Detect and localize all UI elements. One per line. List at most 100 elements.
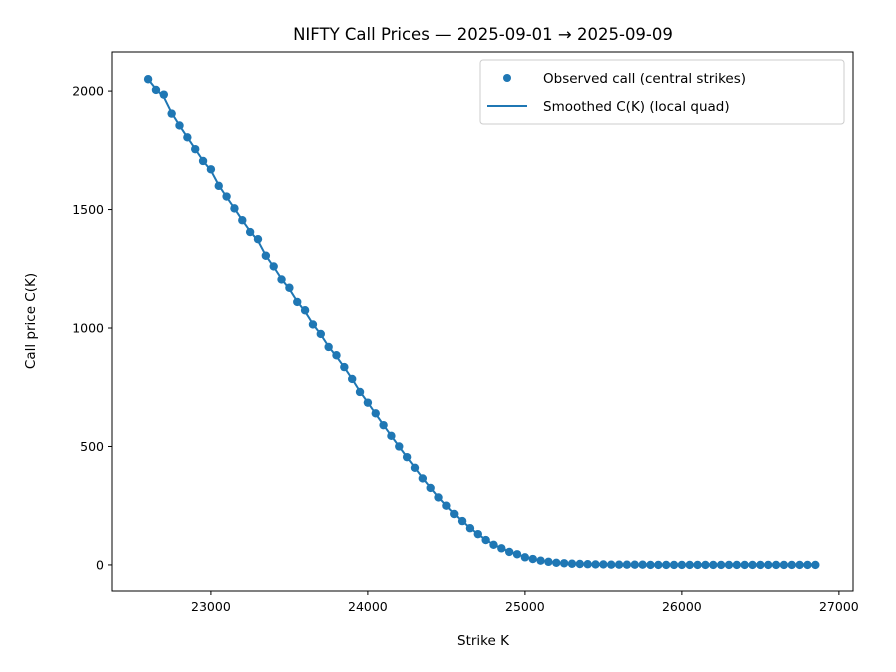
scatter-point bbox=[332, 351, 341, 360]
scatter-point bbox=[591, 560, 600, 569]
scatter-point bbox=[544, 557, 553, 567]
scatter-point bbox=[363, 398, 373, 407]
scatter-point bbox=[167, 109, 176, 118]
scatter-point bbox=[230, 204, 239, 213]
scatter-point bbox=[740, 560, 749, 570]
plot-area bbox=[143, 75, 820, 570]
legend-box bbox=[479, 59, 845, 125]
scatter-point bbox=[622, 560, 632, 569]
scatter-point bbox=[426, 483, 435, 493]
scatter-point bbox=[803, 560, 812, 570]
scatter-point bbox=[646, 560, 655, 570]
legend-marker-observed bbox=[503, 74, 511, 82]
scatter-point bbox=[748, 560, 757, 570]
scatter-point bbox=[261, 251, 271, 260]
scatter-point bbox=[465, 524, 475, 533]
scatter-point bbox=[253, 234, 263, 244]
scatter-point bbox=[308, 320, 318, 329]
scatter-point bbox=[191, 144, 200, 154]
scatter-point bbox=[512, 550, 522, 559]
scatter-point bbox=[607, 560, 616, 569]
axis-ticks: 23000 24000 25000 26000 27000 0 500 1000 1500 200… bbox=[72, 84, 859, 614]
scatter-point bbox=[764, 560, 773, 570]
y-tick-label: 500 bbox=[80, 439, 104, 454]
scatter-point bbox=[787, 560, 796, 570]
scatter-point bbox=[528, 554, 537, 564]
scatter-point bbox=[198, 156, 208, 166]
x-axis-label: Strike K bbox=[457, 633, 510, 649]
scatter-point bbox=[614, 560, 624, 569]
x-tick-label: 27000 bbox=[819, 599, 859, 614]
scatter-point bbox=[206, 165, 216, 174]
scatter-point bbox=[630, 560, 639, 569]
scatter-point bbox=[473, 529, 482, 539]
scatter-point bbox=[552, 558, 561, 568]
scatter-point bbox=[371, 409, 380, 418]
scatter-point bbox=[756, 560, 765, 570]
scatter-point bbox=[300, 306, 310, 315]
y-tick-label: 1500 bbox=[72, 202, 104, 217]
scatter-point bbox=[143, 75, 153, 84]
scatter-point bbox=[732, 560, 742, 570]
scatter-point bbox=[442, 501, 451, 510]
scatter-point bbox=[677, 560, 687, 570]
scatter-point bbox=[716, 560, 726, 570]
plot-frame bbox=[111, 51, 854, 592]
scatter-point bbox=[583, 560, 592, 569]
scatter-point bbox=[387, 431, 396, 441]
scatter-point bbox=[402, 452, 412, 462]
y-tick-label: 0 bbox=[96, 557, 104, 572]
scatter-point bbox=[457, 516, 467, 526]
scatter-point bbox=[324, 342, 333, 352]
x-tick-label: 26000 bbox=[662, 599, 702, 614]
scatter-point bbox=[183, 133, 192, 142]
scatter-point bbox=[269, 262, 278, 271]
x-tick-label: 24000 bbox=[348, 599, 388, 614]
scatter-point bbox=[693, 560, 702, 570]
scatter-point bbox=[293, 297, 302, 307]
scatter-point bbox=[379, 420, 388, 430]
scatter-point bbox=[489, 540, 498, 549]
scatter-point bbox=[285, 283, 294, 292]
scatter-point bbox=[709, 560, 718, 570]
y-tick-label: 2000 bbox=[72, 84, 104, 99]
scatter-point bbox=[355, 387, 365, 397]
scatter-point bbox=[245, 227, 255, 237]
y-tick-label: 1000 bbox=[72, 321, 104, 336]
legend-label-smoothed: Smoothed C(K) (local quad) bbox=[543, 99, 730, 115]
legend: Observed call (central strikes) Smoothed… bbox=[479, 59, 845, 125]
scatter-point bbox=[410, 463, 420, 472]
legend-label-observed: Observed call (central strikes) bbox=[543, 71, 746, 87]
scatter-point bbox=[348, 374, 357, 384]
scatter-point bbox=[669, 560, 679, 570]
scatter-point bbox=[567, 559, 577, 568]
scatter-point bbox=[481, 535, 490, 545]
scatter-point bbox=[504, 547, 514, 557]
x-tick-label: 23000 bbox=[191, 599, 231, 614]
scatter-point bbox=[599, 560, 608, 569]
chart-title: NIFTY Call Prices — 2025-09-01 → 2025-09… bbox=[293, 25, 673, 44]
scatter-point bbox=[779, 560, 789, 570]
scatter-point bbox=[536, 556, 545, 565]
scatter-point bbox=[450, 509, 459, 519]
scatter-point bbox=[151, 85, 161, 95]
scatter-point bbox=[316, 329, 325, 339]
scatter-point bbox=[638, 560, 647, 569]
scatter-point bbox=[395, 442, 404, 451]
scatter-point bbox=[175, 121, 184, 130]
scatter-point bbox=[418, 474, 428, 483]
scatter-point bbox=[771, 560, 781, 570]
scatter-point bbox=[795, 560, 804, 570]
scatter-point bbox=[559, 559, 569, 568]
scatter-point bbox=[661, 560, 671, 570]
scatter-point bbox=[575, 559, 585, 569]
scatter-point bbox=[277, 275, 286, 284]
scatter-point bbox=[497, 544, 506, 553]
scatter-point bbox=[685, 560, 694, 570]
scatter-point bbox=[724, 560, 734, 570]
scatter-point bbox=[340, 362, 349, 372]
scatter-point bbox=[159, 90, 169, 99]
scatter-point bbox=[222, 192, 231, 201]
scatter-point bbox=[654, 560, 663, 570]
